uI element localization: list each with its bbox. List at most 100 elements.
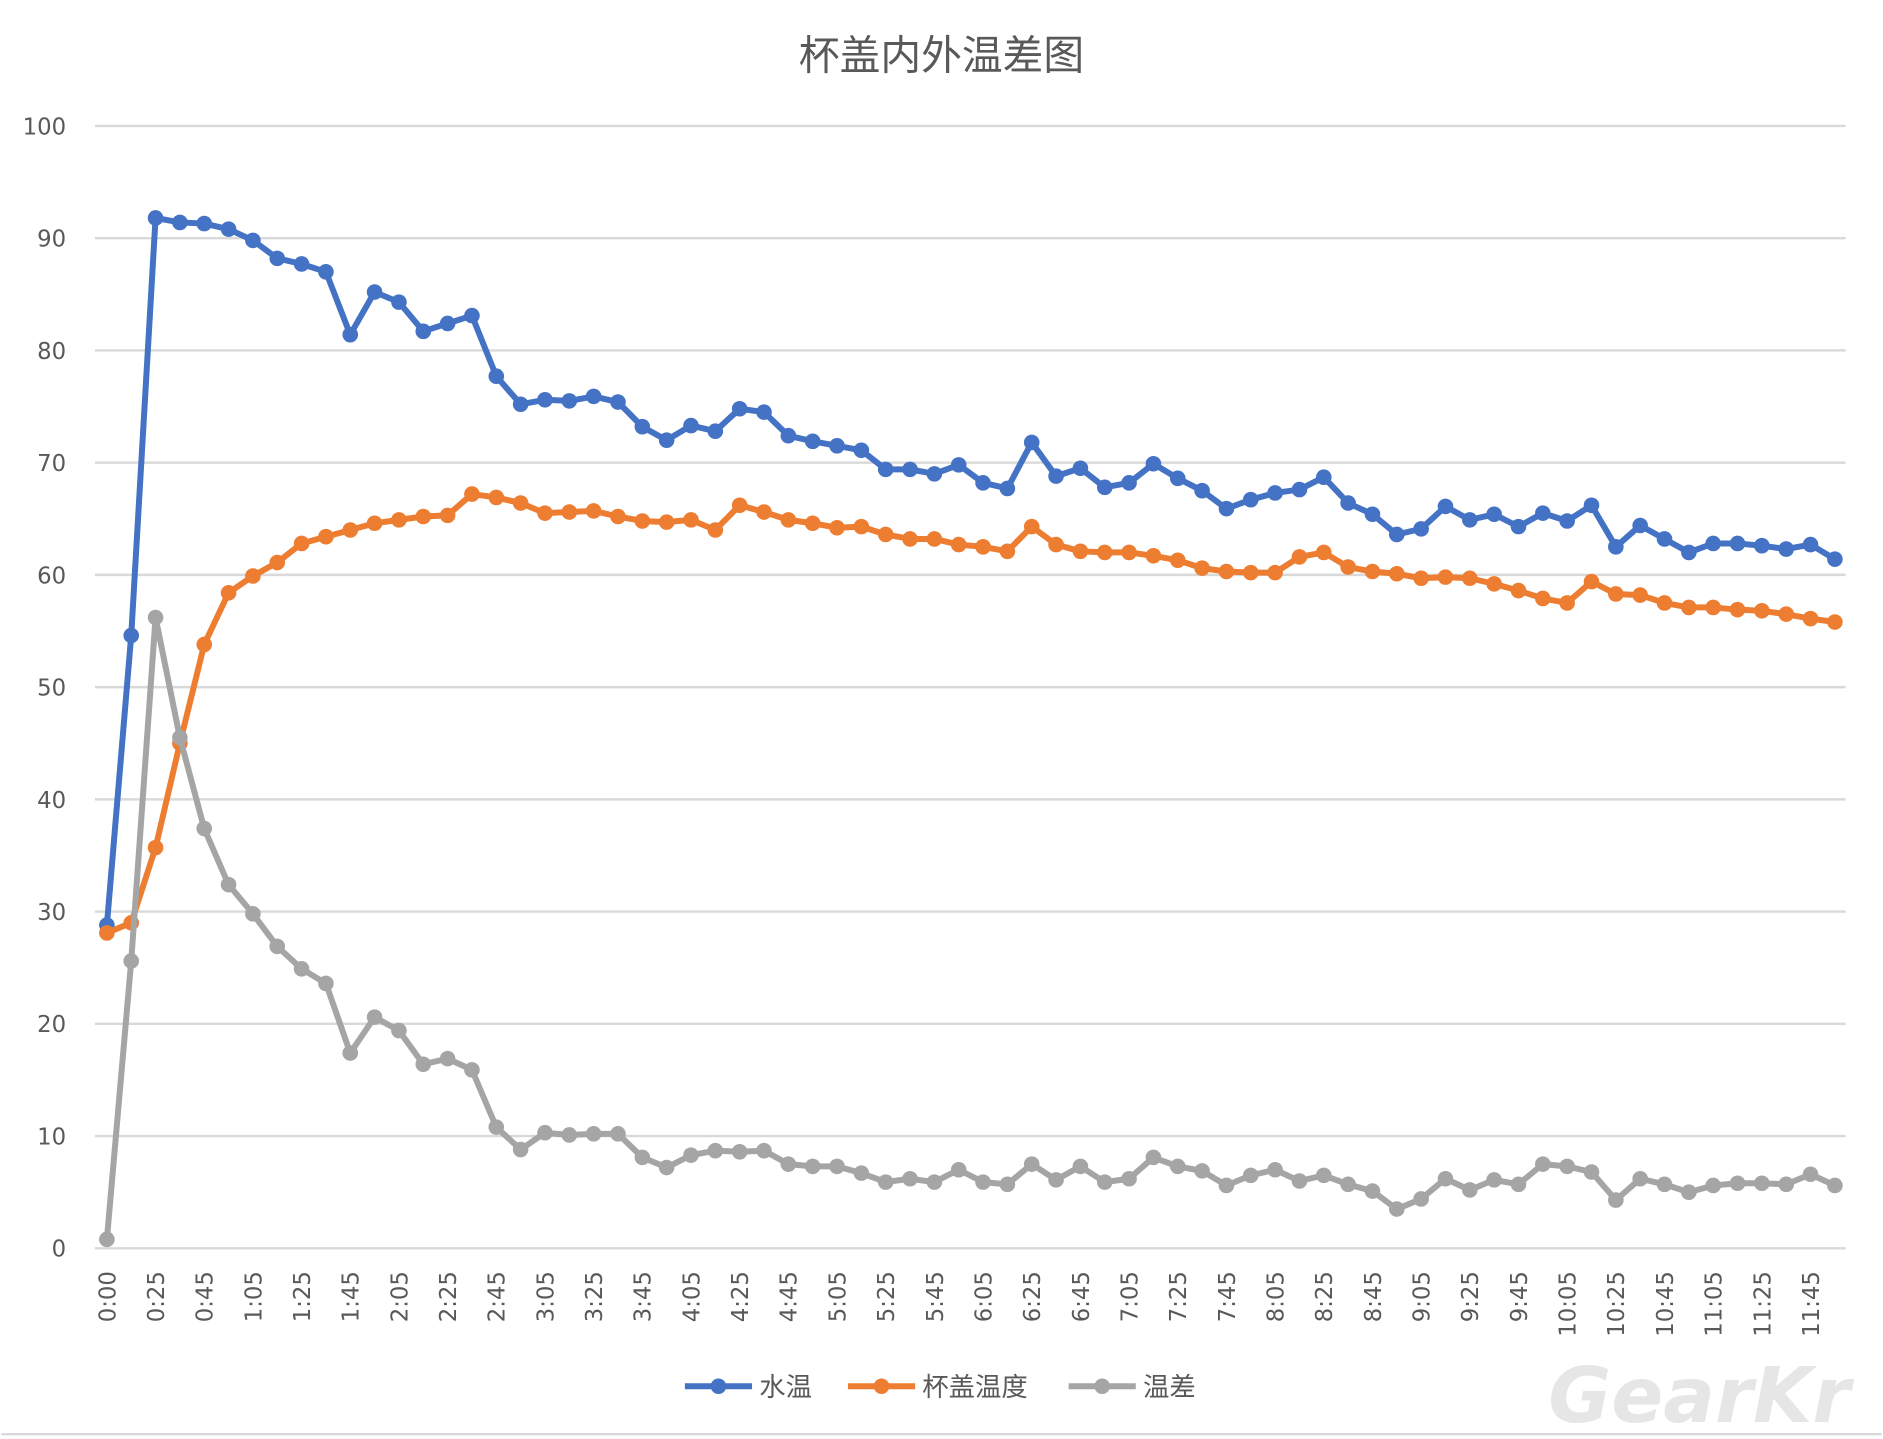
data-point <box>877 461 894 478</box>
series-line <box>103 614 1837 1240</box>
data-point <box>1559 595 1575 611</box>
data-point <box>683 417 699 434</box>
data-point <box>1778 1176 1794 1193</box>
data-point <box>853 518 870 535</box>
data-point <box>1072 460 1089 477</box>
legend-item[interactable]: 温差 <box>1068 1373 1196 1403</box>
data-point <box>1510 1176 1527 1193</box>
series-1 <box>99 486 1843 941</box>
data-point <box>829 519 845 536</box>
data-point <box>245 568 261 584</box>
y-tick-label: 60 <box>37 563 66 589</box>
data-point <box>1364 506 1381 523</box>
data-point <box>1413 570 1429 587</box>
data-point <box>293 535 310 552</box>
data-point <box>1559 513 1575 529</box>
data-point <box>1681 1184 1697 1201</box>
data-point <box>1121 475 1137 491</box>
data-point <box>585 503 602 519</box>
data-point <box>1340 495 1356 511</box>
data-point <box>1754 603 1770 619</box>
data-point <box>1462 512 1478 528</box>
data-point <box>853 442 870 459</box>
x-tick-label: 5:25 <box>874 1271 900 1322</box>
data-point <box>245 906 261 922</box>
data-point <box>1291 481 1308 498</box>
data-point <box>220 876 237 893</box>
y-axis-ticks: 0 10 20 30 40 50 60 70 80 90 100 <box>23 114 66 1262</box>
data-point <box>902 531 918 547</box>
data-point <box>1145 1149 1162 1166</box>
x-axis-ticks: 0:00 0:25 0:45 1:05 1:25 1:45 2:05 2:25 2:45 3:05… <box>95 1271 1825 1337</box>
data-point <box>1364 563 1381 580</box>
data-point <box>1072 543 1089 560</box>
x-tick-label: 0:25 <box>144 1271 170 1322</box>
data-point <box>1096 1174 1113 1190</box>
data-point <box>196 215 213 232</box>
data-point <box>950 1161 967 1178</box>
data-point <box>147 609 164 626</box>
data-point <box>926 466 943 482</box>
data-point <box>950 457 967 473</box>
data-point <box>1291 1173 1308 1189</box>
data-point <box>318 975 334 992</box>
data-point <box>975 539 991 555</box>
watermark: GearKr <box>1548 1352 1854 1439</box>
data-point <box>342 522 359 538</box>
data-point <box>1242 491 1259 508</box>
x-tick-label: 10:05 <box>1556 1271 1582 1337</box>
data-point <box>1802 1166 1819 1183</box>
data-point <box>975 475 991 491</box>
data-point <box>780 1156 797 1172</box>
data-point <box>245 232 261 249</box>
data-point <box>269 938 286 955</box>
data-point <box>1729 601 1746 618</box>
data-point <box>1583 573 1600 590</box>
data-point <box>269 250 286 267</box>
data-point <box>439 507 456 524</box>
data-point <box>318 528 334 545</box>
x-tick-label: 4:45 <box>777 1271 803 1322</box>
data-point <box>561 393 578 409</box>
data-point <box>220 585 237 601</box>
data-point <box>99 925 115 941</box>
data-point <box>1340 559 1356 575</box>
data-point <box>804 515 821 532</box>
data-point <box>756 504 772 520</box>
y-tick-label: 10 <box>37 1124 66 1150</box>
x-tick-label: 1:25 <box>290 1271 316 1322</box>
data-point <box>634 513 651 529</box>
gridlines <box>94 124 1846 1250</box>
x-tick-label: 6:45 <box>1069 1271 1095 1322</box>
data-point <box>1754 537 1770 554</box>
data-point <box>1389 565 1405 582</box>
data-point <box>950 536 967 553</box>
data-point <box>1315 544 1332 561</box>
data-point <box>1705 599 1721 616</box>
data-point <box>342 326 359 343</box>
data-point <box>1023 518 1040 535</box>
y-tick-label: 40 <box>37 788 66 814</box>
data-point <box>1169 1158 1186 1175</box>
x-tick-label: 3:25 <box>582 1271 608 1322</box>
data-point <box>829 1158 845 1175</box>
legend-label: 杯盖温度 <box>922 1373 1028 1403</box>
y-tick-label: 80 <box>37 339 66 365</box>
data-point <box>1267 564 1283 581</box>
x-tick-label: 7:45 <box>1215 1271 1241 1322</box>
data-point <box>1681 544 1697 561</box>
legend-marker-icon <box>710 1378 727 1395</box>
data-point <box>780 427 797 444</box>
data-point <box>1169 552 1186 569</box>
data-point <box>1364 1183 1381 1199</box>
data-point <box>585 1126 602 1142</box>
x-tick-label: 7:05 <box>1117 1271 1143 1322</box>
x-tick-label: 3:45 <box>631 1271 657 1322</box>
y-tick-label: 100 <box>23 114 66 140</box>
legend-item[interactable]: 杯盖温度 <box>847 1373 1028 1403</box>
data-point <box>464 1062 480 1078</box>
data-point <box>1121 1170 1137 1187</box>
data-point <box>391 294 407 310</box>
legend-item[interactable]: 水温 <box>684 1373 812 1403</box>
data-point <box>1656 1176 1673 1193</box>
